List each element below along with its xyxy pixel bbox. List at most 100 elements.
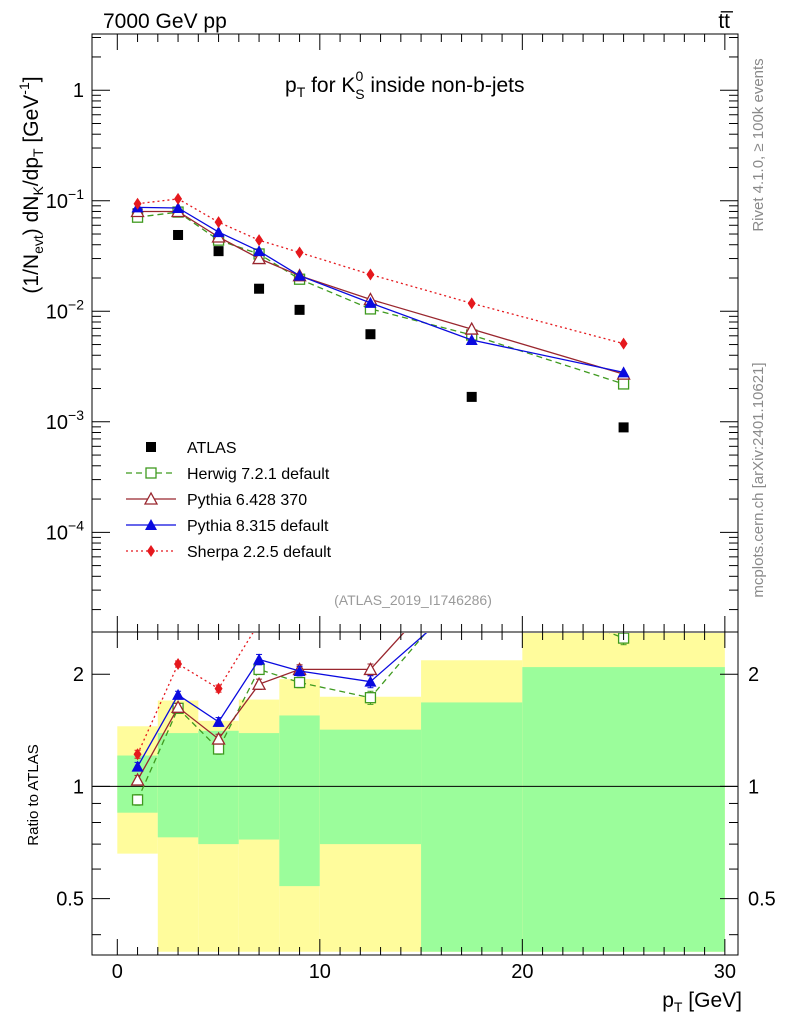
process-label: tt̅: [718, 10, 734, 33]
point-atlas-2: [213, 246, 224, 257]
point-sherpa-6: [467, 297, 476, 310]
energy-label: 7000 GeV pp: [103, 10, 227, 33]
point-pythia6-3: [251, 251, 267, 265]
ratio-series-group: [93, 465, 737, 952]
ratio-point-sherpa-6: [468, 465, 476, 477]
main-y-tick-label-2: 10−2: [46, 296, 84, 323]
point-sherpa-1: [174, 192, 183, 205]
xlabel-p: p: [662, 989, 674, 1012]
point-atlas-5: [365, 329, 376, 340]
point-sherpa-3: [255, 234, 264, 247]
ratio-point-herwig-2: [212, 743, 225, 755]
ylabel-f: T: [30, 148, 46, 157]
point-atlas-1: [173, 229, 184, 240]
main-panel: 110−110−210−310−4 pT for K0 S inside non-…: [16, 33, 739, 633]
legend-marker-pythia6: [143, 491, 159, 505]
ratio-point-pythia8-4: [293, 665, 306, 677]
point-sherpa-2: [214, 216, 223, 229]
analysis-id-label: (ATLAS_2019_I1746286): [334, 592, 492, 608]
ratio-point-pythia8-5: [364, 675, 377, 687]
main-panel-frame: [91, 33, 739, 633]
ratio-point-pythia6-5: [363, 662, 378, 676]
ratio-point-sherpa-0: [133, 748, 142, 761]
point-pythia8-4: [293, 269, 306, 281]
ratio-point-herwig-4: [293, 676, 306, 689]
main-y-tick-label-3: 10−3: [46, 407, 84, 434]
point-pythia8-3: [253, 245, 266, 257]
ratio-point-herwig-0: [131, 794, 144, 806]
main-y-tick-label-4: 10−4: [46, 517, 84, 544]
title-t-sub: T: [297, 84, 306, 100]
point-sherpa-4: [295, 246, 304, 259]
title-tail: inside non-b-jets: [365, 74, 525, 97]
point-pythia6-6: [464, 321, 479, 335]
rivet-label: Rivet 4.1.0, ≥ 100k events: [750, 58, 767, 231]
xlabel-t-sub: T: [674, 999, 683, 1015]
point-sherpa-5: [366, 268, 375, 281]
ylabel-d: K: [30, 186, 46, 196]
x-tick-label-0: 0: [112, 961, 123, 983]
main-y-tick-exp-4: −4: [68, 517, 84, 533]
uncertainty-band-green-6: [421, 702, 523, 952]
ylabel-g: [GeV: [20, 95, 43, 149]
line-herwig: [137, 211, 624, 385]
legend-marker-pythia8: [145, 519, 157, 530]
ratio-plot-layer: [93, 465, 737, 952]
main-y-tick-base-1: 10: [46, 191, 68, 213]
ratio-point-pythia8-3: [253, 653, 266, 665]
title-sup: 0: [355, 68, 363, 84]
point-sherpa-7: [619, 337, 628, 350]
x-axis-label: pT [GeV]: [662, 989, 742, 1015]
legend: ATLAS Herwig 7.2.1 default Pythia 6.428 37…: [126, 440, 332, 561]
point-herwig-7: [617, 378, 630, 390]
main-y-tick-base-0: 1: [73, 80, 84, 102]
series-herwig: [131, 206, 630, 390]
ratio-panel-frame: [91, 631, 739, 956]
series-pythia8: [131, 201, 630, 378]
main-y-tick-exp-1: −1: [68, 186, 84, 202]
ratio-point-herwig-6: [467, 574, 477, 584]
uncertainty-band-green-1: [157, 733, 199, 838]
ratio-point-sherpa-5: [366, 579, 374, 591]
ratio-point-herwig-5: [364, 692, 377, 704]
main-y-axis-label: (1/Nevt) dNK/dpT [GeV-1]: [16, 76, 46, 293]
ratio-y-tick-label-right-0: 0.5: [748, 889, 776, 911]
main-y-tick-label-1: 10−1: [46, 186, 84, 213]
main-y-tick-exp-3: −3: [68, 407, 84, 423]
legend-label-pythia8: Pythia 8.315 default: [187, 518, 329, 535]
title-mid: for K: [305, 74, 355, 97]
ylabel-a: (1/N: [20, 254, 43, 294]
point-pythia8-1: [172, 201, 185, 213]
ratio-point-pythia8-7: [618, 597, 630, 608]
series-atlas: [132, 208, 629, 433]
x-tick-label-2: 20: [511, 961, 533, 983]
point-pythia8-6: [465, 333, 478, 345]
main-series-group: [130, 192, 631, 433]
uncertainty-band-green-7: [522, 667, 725, 952]
ylabel-b: evt: [30, 235, 46, 254]
line-pythia8: [137, 206, 624, 374]
ratio-series-sherpa: [133, 465, 476, 761]
ratio-y-tick-label-left-1: 1: [73, 776, 84, 798]
point-sherpa-0: [133, 197, 142, 210]
ratio-y-tick-label-left-2: 2: [73, 664, 84, 686]
legend-label-sherpa: Sherpa 2.2.5 default: [187, 544, 332, 561]
point-pythia8-2: [212, 226, 225, 238]
legend-marker-sherpa: [147, 545, 155, 557]
ratio-y-tick-label-left-0: 0.5: [56, 889, 84, 911]
uncertainty-band-green-4: [279, 715, 320, 887]
ratio-line-pythia8: [137, 633, 428, 767]
ratio-series-pythia8: [131, 597, 630, 772]
ratio-point-sherpa-1: [174, 658, 183, 671]
line-pythia6: [137, 210, 624, 375]
ratio-point-sherpa-2: [214, 682, 223, 695]
main-y-tick-base-4: 10: [46, 522, 68, 544]
main-y-tick-base-3: 10: [46, 412, 68, 434]
x-tick-label-3: 30: [714, 961, 736, 983]
title-p: p: [285, 74, 297, 97]
mcplots-label: mcplots.cern.ch [arXiv:2401.10621]: [750, 362, 767, 597]
legend-label-pythia6: Pythia 6.428 370: [187, 492, 307, 509]
ratio-y-axis-label: Ratio to ATLAS: [25, 744, 42, 845]
ylabel-h: -1: [16, 82, 32, 95]
